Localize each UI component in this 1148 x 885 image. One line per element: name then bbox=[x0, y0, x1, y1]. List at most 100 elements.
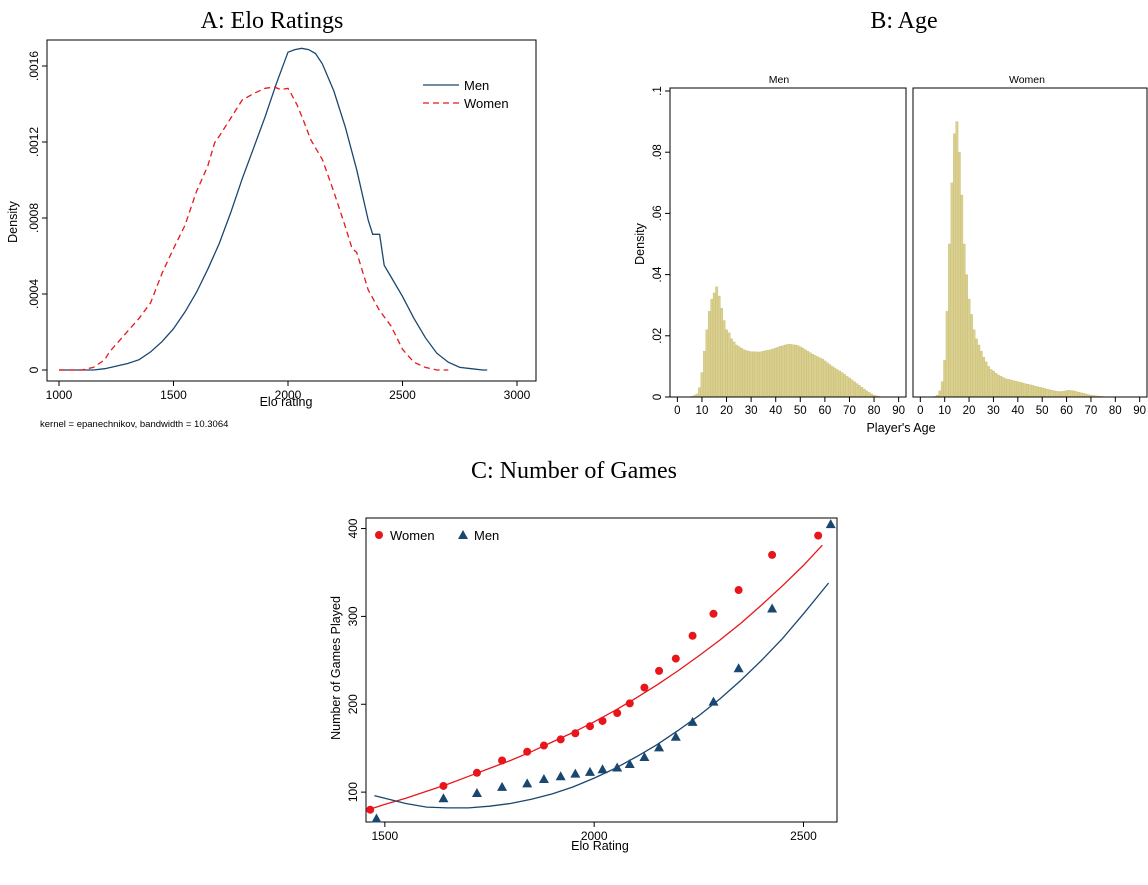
women-age-bar bbox=[989, 369, 993, 398]
men-age-bar bbox=[725, 329, 728, 398]
women-point bbox=[625, 699, 634, 708]
panel-b-x-tick-label: 80 bbox=[868, 405, 881, 417]
men-age-bar bbox=[715, 286, 719, 398]
men-point bbox=[624, 759, 635, 769]
panel-b-women-frame bbox=[912, 87, 1148, 398]
men-age-bar bbox=[808, 352, 812, 398]
panel-b-women-histogram bbox=[933, 121, 1117, 398]
men-age-bar bbox=[840, 372, 844, 398]
women-age-bar bbox=[972, 329, 976, 398]
men-age-bar bbox=[712, 292, 716, 398]
women-age-bar bbox=[994, 372, 998, 398]
panel-b-y-tick-label: 0 bbox=[652, 394, 664, 400]
panel-c-x-label: Elo Rating bbox=[571, 839, 629, 853]
panel-b-x-tick-label: 40 bbox=[1011, 405, 1024, 417]
men-age-bar bbox=[796, 345, 800, 398]
legend-women-label: Women bbox=[390, 528, 435, 543]
legend-men-label: Men bbox=[474, 528, 499, 543]
men-age-bar bbox=[867, 392, 871, 398]
women-age-bar bbox=[1077, 391, 1081, 398]
women-point bbox=[472, 768, 481, 777]
panel-b-women-header: Women bbox=[1009, 74, 1045, 86]
men-age-bar bbox=[803, 349, 807, 398]
panel-a-y-tick-label: .0012 bbox=[27, 127, 41, 157]
men-age-bar bbox=[781, 345, 785, 398]
panel-b-x-tick-label: 70 bbox=[843, 405, 856, 417]
men-age-bar bbox=[739, 347, 743, 398]
men-age-bar bbox=[798, 346, 802, 398]
panel-b-x-tick-label: 30 bbox=[987, 405, 1000, 417]
women-point bbox=[571, 729, 580, 738]
women-age-bar bbox=[1053, 390, 1056, 398]
women-age-bar bbox=[1065, 390, 1068, 398]
panel-a-title: A: Elo Ratings bbox=[201, 8, 344, 34]
panel-b-y-tick-label: .04 bbox=[652, 266, 664, 283]
men-age-bar bbox=[843, 374, 846, 398]
men-age-bar bbox=[717, 295, 721, 398]
men-age-bar bbox=[811, 354, 814, 398]
panel-b-x-tick-label: 20 bbox=[720, 405, 733, 417]
men-age-bar bbox=[818, 357, 822, 398]
women-point bbox=[734, 586, 743, 595]
men-age-bar bbox=[801, 347, 805, 398]
women-age-bar bbox=[982, 357, 986, 398]
panel-a-kernel-note: kernel = epanechnikov, bandwidth = 10.30… bbox=[40, 419, 228, 430]
men-age-bar bbox=[853, 381, 856, 398]
women-age-bar bbox=[1055, 391, 1059, 398]
women-age-bar bbox=[1031, 385, 1034, 398]
panel-c-x-tick-label: 2500 bbox=[790, 829, 817, 843]
panel-b-y-tick-label: .1 bbox=[652, 86, 664, 96]
panel-b-x-label: Player's Age bbox=[866, 421, 935, 435]
men-age-bar bbox=[784, 344, 787, 398]
panel-c-y-label: Number of Games Played bbox=[329, 596, 343, 740]
men-point bbox=[612, 762, 623, 772]
men-point bbox=[584, 766, 595, 776]
men-age-bar bbox=[823, 360, 827, 398]
men-point bbox=[708, 696, 719, 706]
men-age-bar bbox=[806, 350, 810, 398]
women-age-bar bbox=[945, 311, 949, 398]
panel-a-x-tick-label: 2500 bbox=[389, 388, 416, 402]
women-age-bar bbox=[1028, 384, 1032, 398]
panel-b-age: B: Age Men Women 0 .02 .04 .06 .08 .1 0 10 20 30… bbox=[633, 8, 1148, 435]
panel-b-y-ticks: 0 .02 .04 .06 .08 .1 bbox=[652, 86, 670, 400]
men-point bbox=[733, 663, 744, 673]
men-age-bar bbox=[732, 341, 736, 398]
men-point bbox=[597, 764, 608, 774]
women-point bbox=[709, 609, 718, 618]
women-point bbox=[671, 654, 680, 663]
panel-c-legend: Women Men bbox=[375, 528, 499, 543]
men-age-bar bbox=[791, 344, 795, 398]
men-point bbox=[767, 603, 778, 613]
panel-b-x-tick-label: 30 bbox=[745, 405, 758, 417]
women-age-bar bbox=[996, 374, 1000, 398]
panel-c-y-tick-label: 400 bbox=[346, 518, 360, 538]
women-age-bar bbox=[975, 338, 978, 398]
panel-b-y-tick-label: .06 bbox=[652, 205, 664, 221]
panel-a-outer-box bbox=[40, 41, 531, 381]
women-point bbox=[539, 741, 548, 750]
women-point bbox=[439, 781, 448, 790]
panel-c-y-tick-label: 100 bbox=[346, 782, 360, 802]
men-age-bar bbox=[776, 346, 780, 398]
women-age-bar bbox=[1011, 380, 1015, 398]
women-age-bar bbox=[1001, 377, 1005, 398]
panel-b-y-label: Density bbox=[633, 222, 647, 264]
women-point bbox=[814, 531, 823, 540]
women-point bbox=[523, 747, 532, 756]
men-age-bar bbox=[700, 372, 704, 398]
women-age-bar bbox=[1004, 378, 1007, 398]
men-age-bar bbox=[757, 351, 760, 398]
panel-c-y-tick-label: 300 bbox=[346, 606, 360, 626]
panel-b-y-tick-label: .02 bbox=[652, 328, 664, 344]
women-age-bar bbox=[1074, 391, 1078, 398]
men-age-bar bbox=[749, 351, 753, 398]
women-age-bar bbox=[1014, 380, 1017, 398]
women-age-bar bbox=[955, 121, 959, 398]
women-age-bar bbox=[938, 390, 942, 398]
panel-b-x-tick-label: 20 bbox=[963, 405, 976, 417]
men-point bbox=[538, 773, 549, 783]
panel-a-y-tick-label: .0008 bbox=[27, 203, 41, 233]
men-age-bar bbox=[816, 356, 819, 398]
men-age-bar bbox=[838, 370, 842, 398]
